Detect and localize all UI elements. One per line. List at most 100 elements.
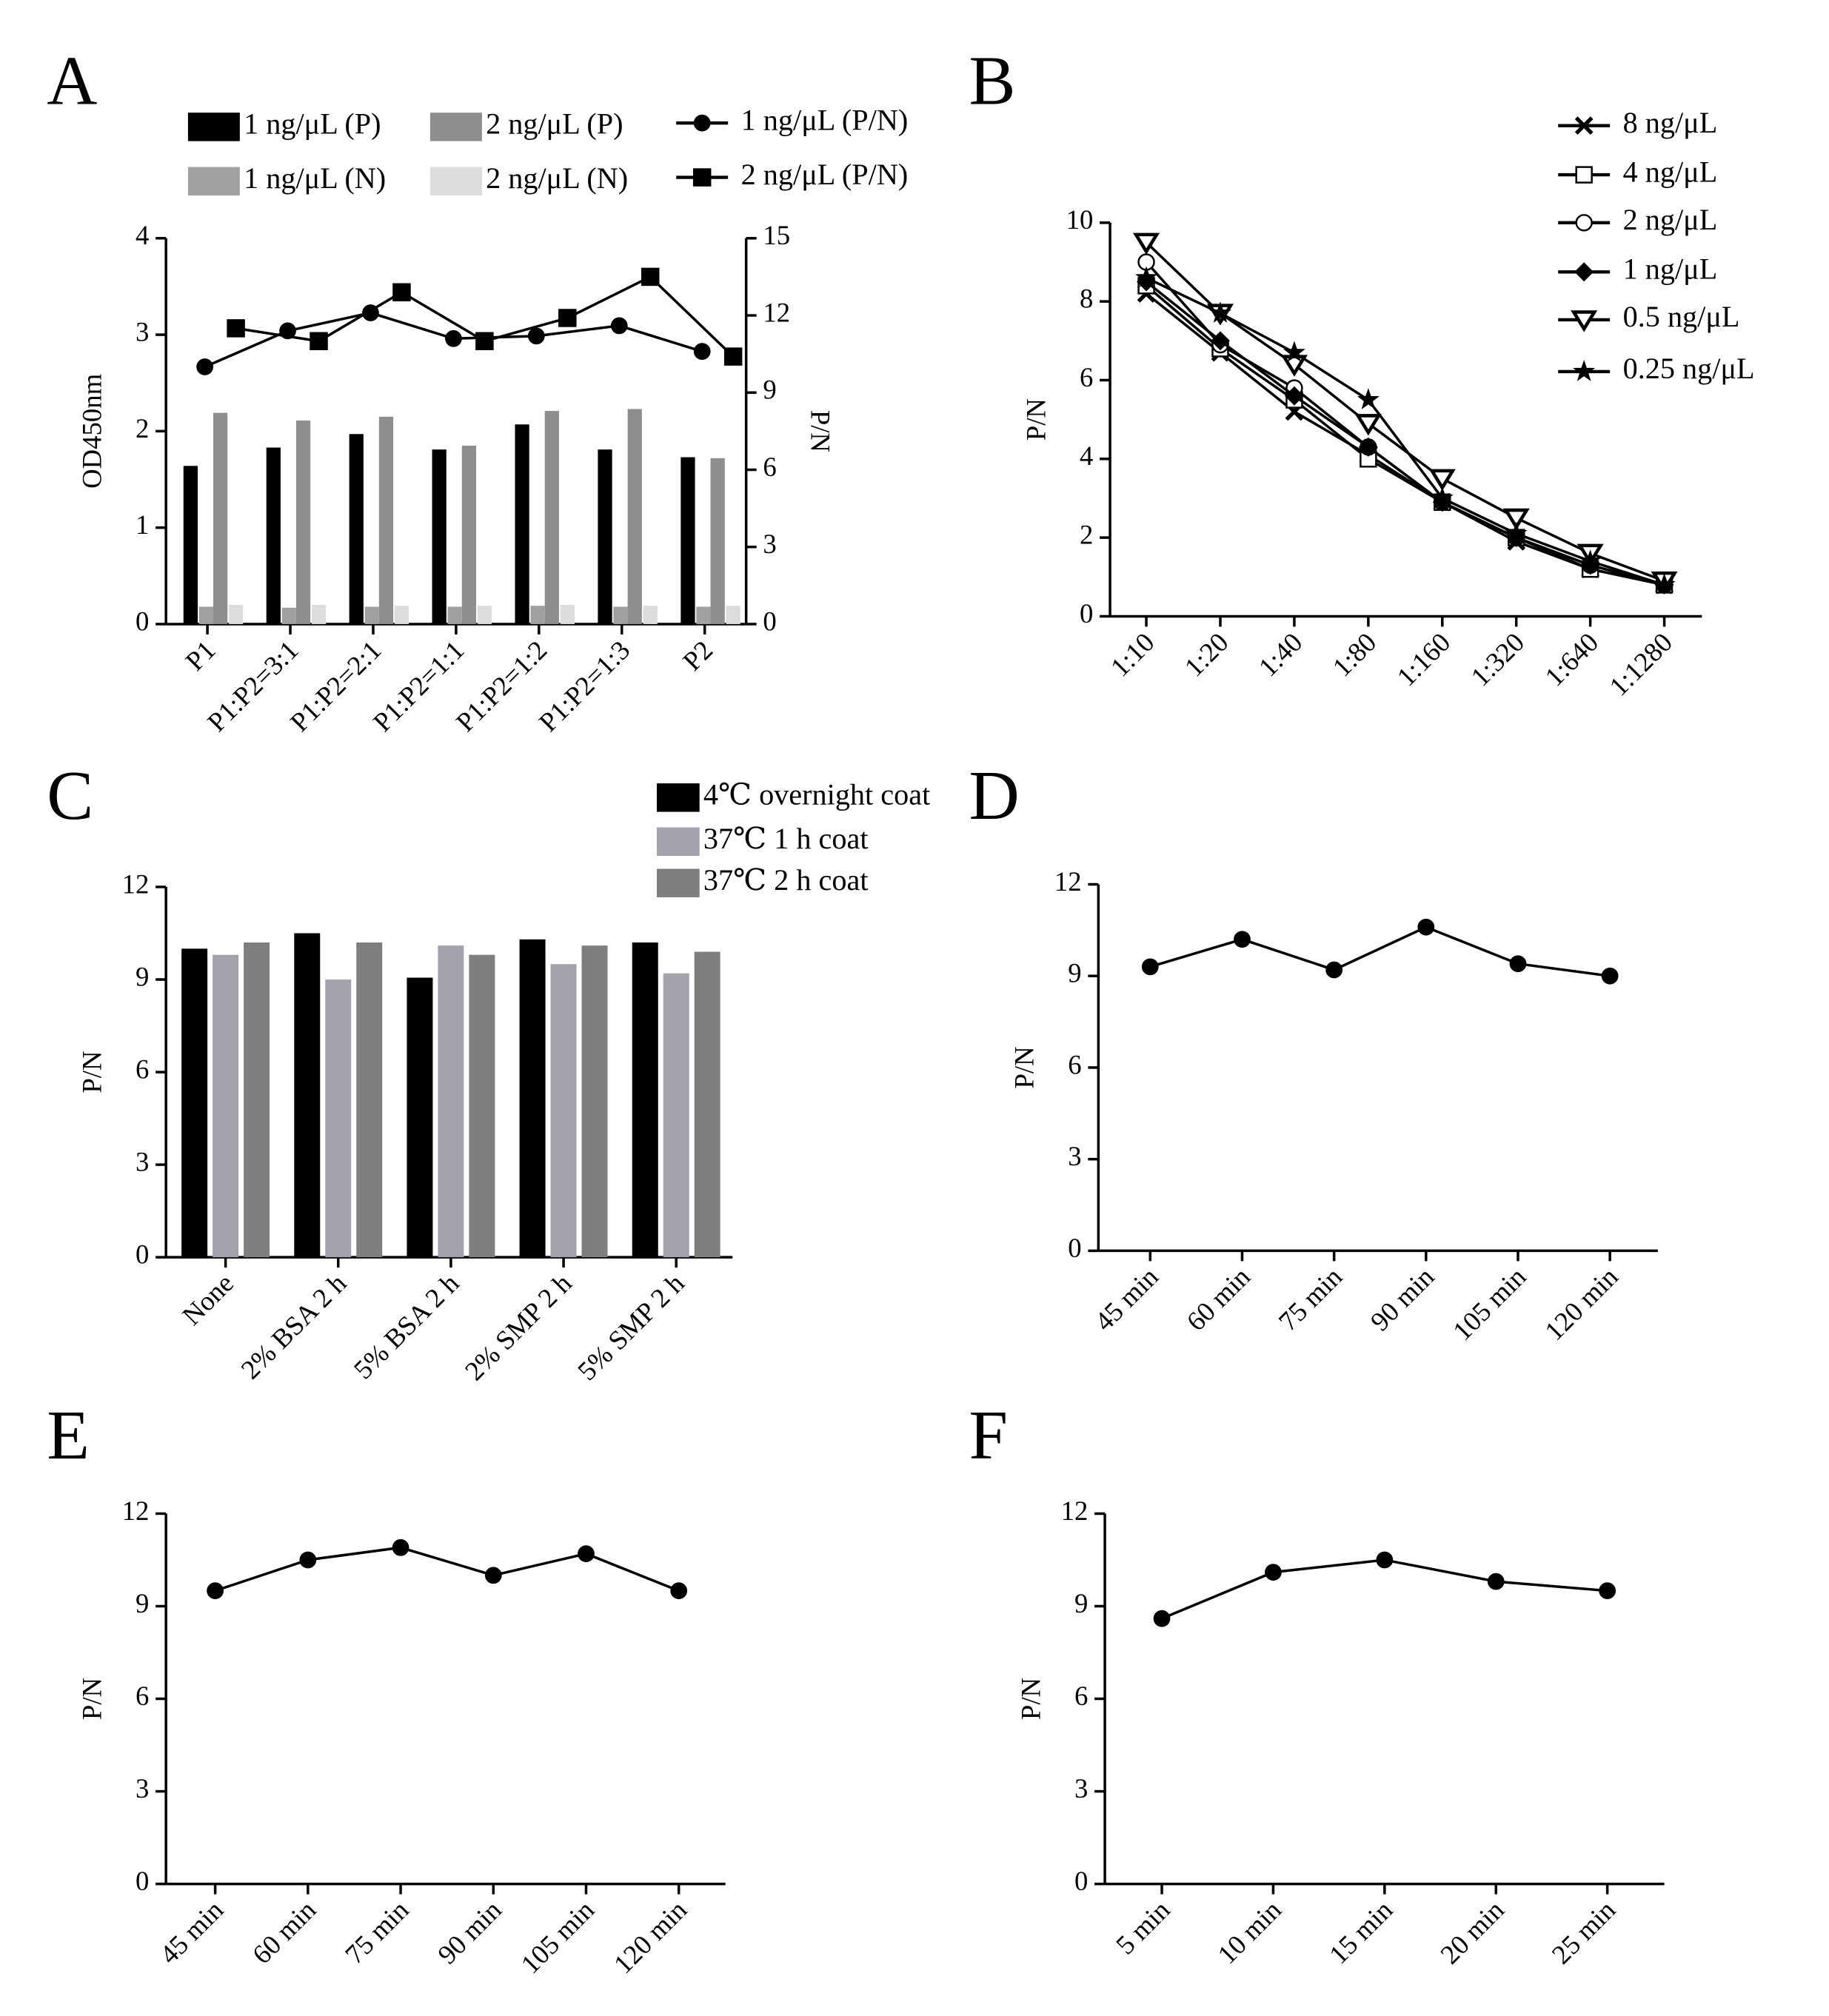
bar xyxy=(198,606,213,624)
x-tick-label: 1:20 xyxy=(1178,627,1234,683)
legend-label: 8 ng/μL xyxy=(1623,106,1718,139)
legend-label: 1 ng/μL xyxy=(1623,252,1718,285)
y-tick-label: 6 xyxy=(1068,1049,1081,1079)
chart-panel: B 0 2 4 6 8 10 P/N 1:10 1:20 1:40 1:80 1:160 1:320 1:6… xyxy=(969,43,1754,702)
x-tick-label: 60 min xyxy=(1180,1262,1256,1337)
marker xyxy=(1487,1573,1505,1590)
y-tick-label: 1 xyxy=(136,509,149,540)
x-tick-label: 1:80 xyxy=(1326,627,1382,683)
marker xyxy=(196,358,213,375)
y2-tick-label: 0 xyxy=(763,606,776,636)
panel-label: C xyxy=(47,757,93,834)
line xyxy=(1145,284,1665,586)
line xyxy=(1149,925,1611,977)
legend-label: 37℃ 1 h coat xyxy=(703,822,869,855)
marker xyxy=(1354,414,1382,436)
marker xyxy=(578,1545,595,1562)
bar xyxy=(438,945,464,1258)
bar xyxy=(550,964,577,1258)
bar xyxy=(515,424,529,624)
line xyxy=(1145,281,1665,586)
panel-label: E xyxy=(47,1397,90,1474)
x-tick-label: 105 min xyxy=(1447,1262,1532,1347)
bar xyxy=(183,466,198,624)
y-tick-label: 12 xyxy=(1061,1496,1089,1526)
bar xyxy=(266,447,281,624)
x-tick-label: 75 min xyxy=(339,1895,415,1970)
y-tick-label: 9 xyxy=(1074,1588,1088,1618)
bar xyxy=(710,458,725,624)
marker xyxy=(310,332,328,351)
x-tick-label: P1:P2=1:2 xyxy=(450,634,553,737)
bar xyxy=(696,606,711,624)
legend-marker xyxy=(1574,116,1594,135)
y-axis-label: P/N xyxy=(1015,1678,1046,1720)
marker xyxy=(1509,955,1527,973)
y-tick-label: 3 xyxy=(136,317,149,347)
marker xyxy=(1234,931,1251,948)
x-tick-label: 120 min xyxy=(1539,1262,1624,1347)
x-tick-label: 1:1280 xyxy=(1603,627,1678,702)
y-tick-label: 6 xyxy=(136,1681,149,1711)
y-axis-label: P/N xyxy=(76,1678,107,1720)
y2-tick-label: 15 xyxy=(763,220,790,250)
y-tick-label: 0 xyxy=(136,1239,149,1270)
legend-label: 1 ng/μL (P) xyxy=(244,107,381,141)
bar xyxy=(560,604,575,624)
x-tick-label: 1:640 xyxy=(1539,627,1604,692)
legend-label: 1 ng/μL (N) xyxy=(244,161,386,195)
y-tick-label: 2 xyxy=(1080,520,1093,550)
y2-tick-label: 3 xyxy=(763,529,776,559)
marker xyxy=(1601,967,1619,985)
chart-panel: E 0 3 6 9 12 P/N 45 min 60 min 75 min 90 min 105 mi… xyxy=(47,1397,726,1980)
x-tick-label: 105 min xyxy=(515,1895,600,1980)
y-axis-label: OD450nm xyxy=(76,374,107,489)
legend-swatch xyxy=(187,113,240,141)
bar xyxy=(228,604,244,624)
chart-panel: F 0 3 6 9 12 P/N 5 min 10 min 15 min 20 min 25 min xyxy=(969,1397,1665,1970)
bar xyxy=(477,606,492,624)
y-tick-label: 6 xyxy=(1074,1681,1088,1711)
x-tick-label: 25 min xyxy=(1545,1895,1621,1970)
line xyxy=(1161,1558,1608,1620)
x-tick-label: 2% SMP 2 h xyxy=(459,1267,578,1386)
legend-marker xyxy=(1575,166,1593,184)
marker xyxy=(484,1567,502,1584)
marker xyxy=(1431,486,1454,508)
panel-label: B xyxy=(969,43,1015,120)
y-tick-label: 12 xyxy=(122,1496,150,1526)
y-tick-label: 0 xyxy=(1080,598,1093,629)
bar xyxy=(447,606,462,624)
bar xyxy=(627,409,642,624)
marker xyxy=(693,343,711,361)
chart-panel: D 0 3 6 9 12 P/N 45 min 60 min 75 min 90 min 105 mi… xyxy=(969,757,1658,1347)
marker xyxy=(1417,918,1435,936)
bar xyxy=(581,945,608,1258)
x-tick-label: P1:P2=3:1 xyxy=(201,634,304,737)
bar xyxy=(378,416,394,624)
legend-label: 2 ng/μL (P/N) xyxy=(741,158,909,191)
line xyxy=(215,1546,680,1593)
marker xyxy=(1132,232,1160,255)
y-tick-label: 4 xyxy=(1080,441,1093,471)
panel-label: D xyxy=(969,757,1019,834)
x-tick-label: 60 min xyxy=(247,1895,322,1970)
x-tick-label: 90 min xyxy=(1365,1262,1440,1337)
y-tick-label: 12 xyxy=(122,868,150,899)
x-tick-label: P1:P2=1:1 xyxy=(367,634,470,737)
y-tick-label: 9 xyxy=(1068,958,1081,988)
marker xyxy=(1284,386,1304,406)
marker xyxy=(1325,961,1343,979)
x-tick-label: 5 min xyxy=(1110,1895,1176,1960)
y-tick-label: 3 xyxy=(1068,1141,1081,1171)
legend-label: 2 ng/μL (P) xyxy=(486,107,623,141)
marker xyxy=(1358,437,1378,457)
bar xyxy=(294,933,321,1258)
bar xyxy=(613,606,628,624)
marker xyxy=(641,267,660,287)
marker xyxy=(527,327,545,345)
x-tick-label: 45 min xyxy=(153,1895,229,1970)
legend-label: 4 ng/μL xyxy=(1623,155,1718,188)
legend-label: 2 ng/μL xyxy=(1623,203,1718,236)
